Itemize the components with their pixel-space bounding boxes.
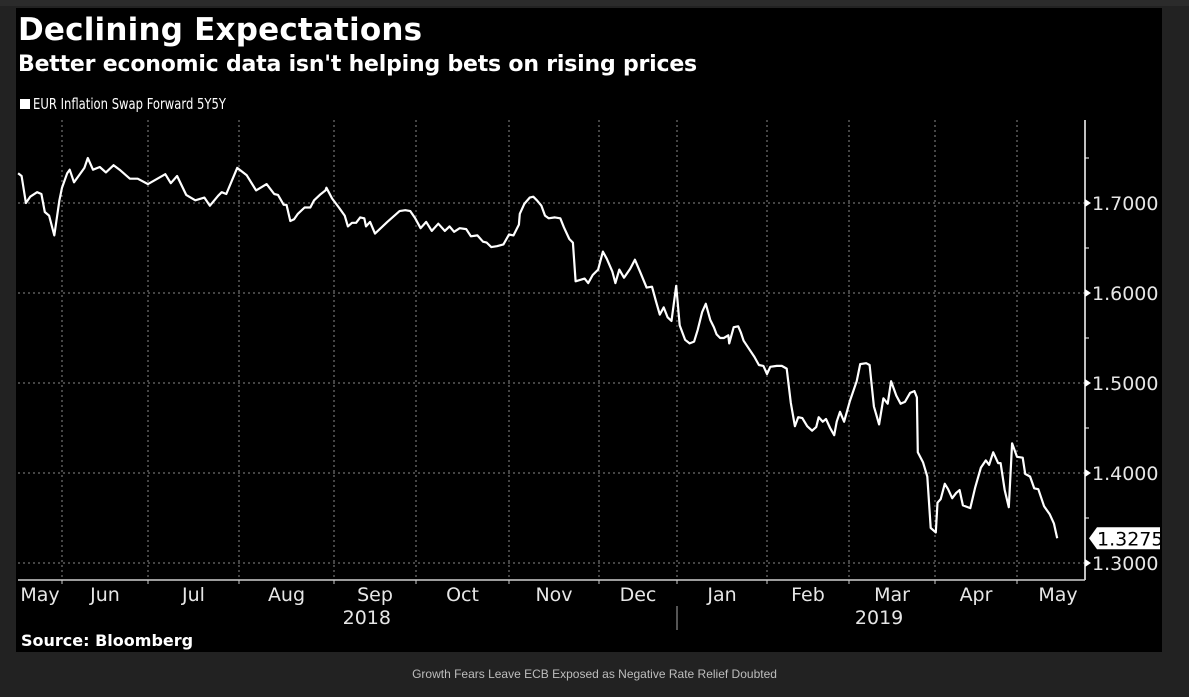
- x-year-label: 2018: [343, 607, 391, 629]
- grid-lines: [18, 120, 1085, 580]
- x-month-label: Jan: [706, 584, 736, 606]
- x-month-label: Aug: [268, 584, 305, 606]
- y-tick-mark: [1085, 199, 1091, 207]
- axes: [18, 120, 1091, 630]
- last-value-marker: 1.3275: [1089, 527, 1163, 550]
- y-tick-label: 1.7000: [1092, 193, 1158, 215]
- y-tick-mark: [1085, 379, 1091, 387]
- chart-panel: [16, 8, 1162, 652]
- last-value-badge: [1089, 527, 1160, 550]
- x-month-label: Oct: [446, 584, 479, 606]
- y-tick-label: 1.5000: [1092, 373, 1158, 395]
- chart-subtitle: Better economic data isn't helping bets …: [18, 52, 697, 77]
- legend-swatch-icon: [20, 99, 30, 109]
- x-month-label: May: [20, 584, 59, 606]
- tick-labels: 1.3000 1.4000 1.5000 1.6000 1.7000 May Jun Jul A…: [20, 193, 1158, 629]
- last-value-label: 1.3275: [1097, 528, 1163, 550]
- x-month-label: Nov: [535, 584, 572, 606]
- chart-legend: EUR Inflation Swap Forward 5Y5Y: [20, 95, 257, 113]
- x-month-label: Jun: [89, 584, 120, 606]
- legend-label: EUR Inflation Swap Forward 5Y5Y: [33, 95, 226, 113]
- x-month-label: Feb: [791, 584, 825, 606]
- x-month-label: May: [1038, 584, 1077, 606]
- x-month-label: Mar: [874, 584, 910, 606]
- x-year-label: 2019: [855, 607, 903, 629]
- top-bar: [0, 0, 1189, 6]
- source-label: Source: Bloomberg: [21, 631, 194, 650]
- x-month-label: Dec: [620, 584, 657, 606]
- series-line-eur-inflation-swap: [17, 156, 1059, 539]
- y-tick-label: 1.4000: [1092, 463, 1158, 485]
- y-tick-label: 1.6000: [1092, 283, 1158, 305]
- y-tick-mark: [1085, 559, 1091, 567]
- y-tick-mark: [1085, 289, 1091, 297]
- x-month-label: Sep: [357, 584, 393, 606]
- y-tick-mark: [1085, 469, 1091, 477]
- x-month-label: Jul: [181, 584, 205, 606]
- x-month-label: Apr: [960, 584, 993, 606]
- article-caption: Growth Fears Leave ECB Exposed as Negati…: [412, 667, 777, 681]
- y-tick-label: 1.3000: [1092, 553, 1158, 575]
- chart-title: Declining Expectations: [18, 12, 423, 48]
